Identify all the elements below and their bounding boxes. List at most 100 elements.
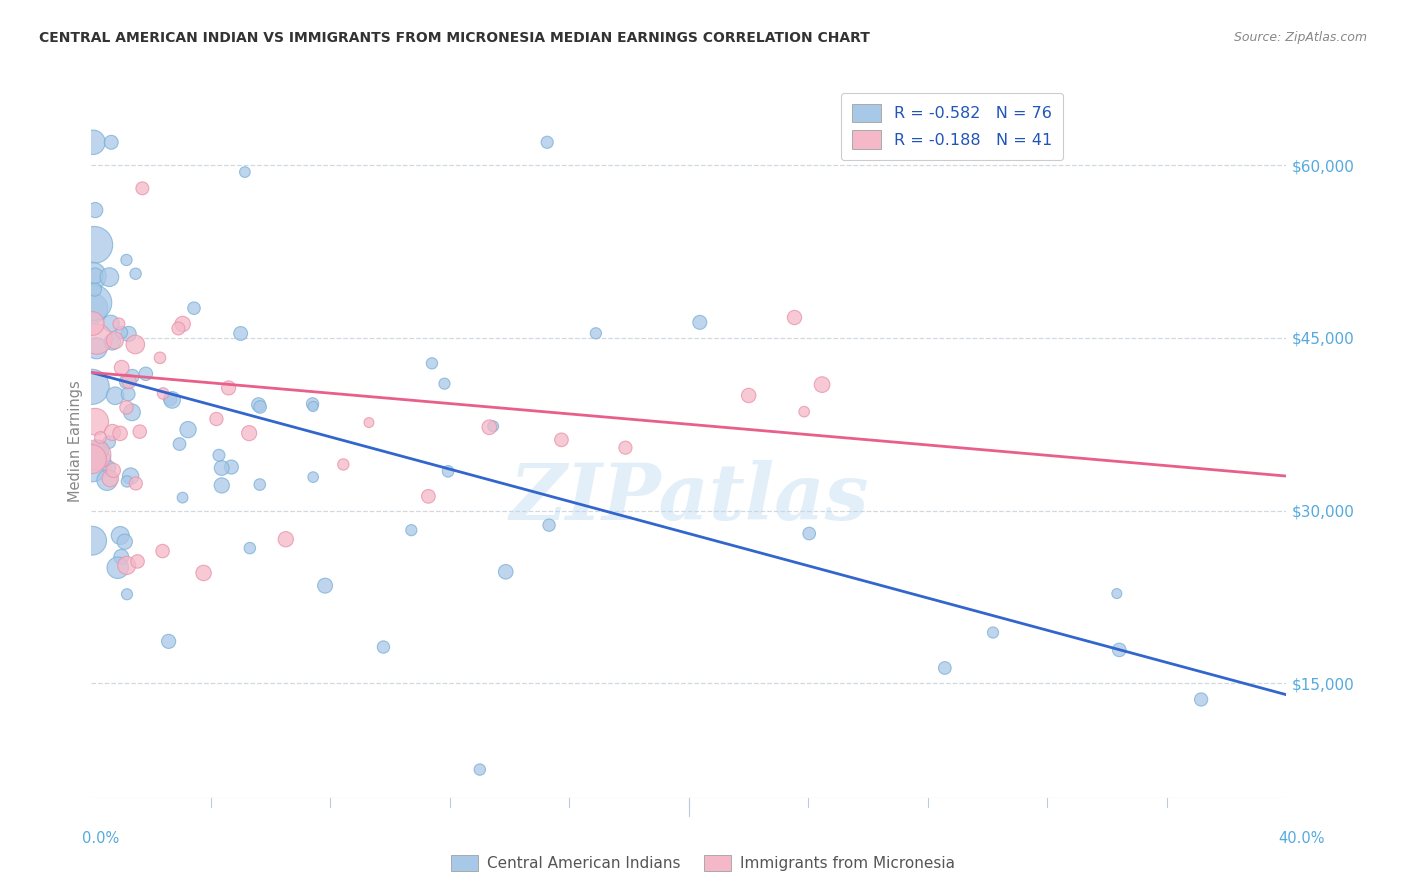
Text: 40.0%: 40.0% <box>1278 830 1324 846</box>
Point <box>249 477 271 491</box>
Point <box>87 443 110 458</box>
Point <box>193 566 215 580</box>
Point <box>103 463 125 477</box>
Point <box>482 419 505 434</box>
Point <box>538 518 561 533</box>
Point <box>420 356 443 370</box>
Point <box>110 549 132 564</box>
Point <box>83 295 105 310</box>
Point <box>100 136 122 150</box>
Point <box>111 360 134 375</box>
Point <box>249 400 271 414</box>
Text: ZIPatlas: ZIPatlas <box>509 460 869 537</box>
Point <box>172 491 194 505</box>
Point <box>80 380 103 394</box>
Point <box>157 634 180 648</box>
Point <box>221 460 243 475</box>
Point <box>274 533 297 547</box>
Point <box>121 369 143 384</box>
Point <box>737 388 759 402</box>
Point <box>82 136 104 150</box>
Y-axis label: Median Earnings: Median Earnings <box>67 381 83 502</box>
Point <box>118 375 141 389</box>
Point <box>1189 692 1212 706</box>
Point <box>104 389 127 403</box>
Point <box>211 478 233 492</box>
Point <box>433 376 456 391</box>
Point <box>233 165 256 179</box>
Point <box>86 341 108 355</box>
Point <box>115 475 138 489</box>
Point <box>981 625 1004 640</box>
Point <box>89 430 111 444</box>
Point <box>585 326 607 341</box>
Point <box>177 423 200 437</box>
Point <box>82 269 104 284</box>
Point <box>98 472 121 486</box>
Point <box>115 558 138 573</box>
Point <box>218 381 240 395</box>
Legend: R = -0.582   N = 76, R = -0.188   N = 41: R = -0.582 N = 76, R = -0.188 N = 41 <box>841 93 1063 160</box>
Point <box>83 283 105 297</box>
Point <box>101 425 124 440</box>
Point <box>121 405 143 419</box>
Point <box>124 267 146 281</box>
Point <box>373 640 395 654</box>
Text: 0.0%: 0.0% <box>82 830 118 846</box>
Point <box>110 326 132 340</box>
Point <box>238 426 260 441</box>
Point <box>108 426 131 441</box>
Point <box>149 351 172 365</box>
Point <box>183 301 205 316</box>
Point <box>418 489 440 503</box>
Point <box>302 470 325 484</box>
Point <box>117 326 139 341</box>
Point <box>401 523 423 537</box>
Point <box>82 317 104 331</box>
Point <box>211 461 233 475</box>
Point <box>793 405 815 419</box>
Point <box>478 420 501 434</box>
Point <box>98 460 121 475</box>
Point <box>86 332 108 346</box>
Point <box>107 560 129 574</box>
Point <box>160 392 183 407</box>
Point <box>1105 586 1128 600</box>
Text: CENTRAL AMERICAN INDIAN VS IMMIGRANTS FROM MICRONESIA MEDIAN EARNINGS CORRELATIO: CENTRAL AMERICAN INDIAN VS IMMIGRANTS FR… <box>39 31 870 45</box>
Point <box>152 386 174 401</box>
Point <box>783 310 806 325</box>
Point <box>159 392 181 407</box>
Point <box>172 317 194 331</box>
Point <box>208 448 231 462</box>
Point <box>550 433 572 447</box>
Legend: Central American Indians, Immigrants from Micronesia: Central American Indians, Immigrants fro… <box>444 849 962 877</box>
Point <box>314 579 336 593</box>
Point <box>84 448 107 462</box>
Point <box>115 587 138 601</box>
Point <box>152 544 174 558</box>
Point <box>120 469 142 483</box>
Point <box>689 315 711 329</box>
Point <box>301 397 323 411</box>
Point <box>110 528 132 542</box>
Point <box>135 367 157 381</box>
Point <box>98 435 121 450</box>
Point <box>83 238 105 252</box>
Point <box>82 301 104 316</box>
Point <box>332 458 354 472</box>
Point <box>614 441 637 455</box>
Point <box>100 317 122 331</box>
Point <box>108 317 131 331</box>
Point <box>229 326 252 341</box>
Point <box>82 533 104 548</box>
Point <box>437 464 460 478</box>
Point <box>934 661 956 675</box>
Point <box>468 763 491 777</box>
Point <box>239 541 262 555</box>
Point <box>125 476 148 491</box>
Text: Source: ZipAtlas.com: Source: ZipAtlas.com <box>1233 31 1367 45</box>
Point <box>128 425 150 439</box>
Point <box>127 554 149 568</box>
Point <box>115 401 138 415</box>
Point <box>247 398 270 412</box>
